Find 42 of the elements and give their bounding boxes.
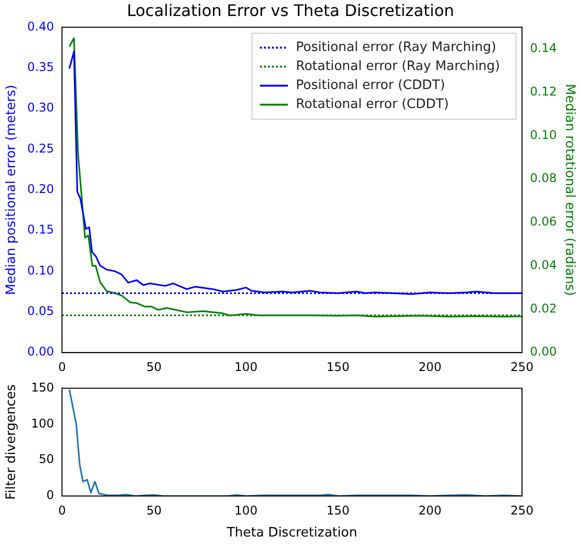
legend-label: Rotational error (CDDT) bbox=[296, 97, 449, 112]
x-axis-title: Theta Discretization bbox=[226, 526, 358, 541]
y-tick-label: 100 bbox=[31, 416, 54, 430]
legend-label: Positional error (Ray Marching) bbox=[296, 40, 496, 56]
y2-tick-label: 0.14 bbox=[530, 41, 557, 56]
y-tick-label: 150 bbox=[31, 380, 54, 394]
x-tick-label: 250 bbox=[510, 360, 534, 374]
y-axis-title: Filter divergences bbox=[4, 384, 20, 500]
chart-title: Localization Error vs Theta Discretization bbox=[126, 0, 454, 20]
x-tick-label: 200 bbox=[418, 360, 442, 374]
x-tick-label: 250 bbox=[510, 503, 534, 518]
y2-tick-label: 0.12 bbox=[530, 84, 557, 98]
x-tick-label: 0 bbox=[58, 360, 66, 374]
y2-tick-label: 0.06 bbox=[530, 214, 557, 229]
x-tick-label: 150 bbox=[326, 360, 350, 374]
legend-label: Rotational error (Ray Marching) bbox=[296, 59, 500, 74]
y-tick-label: 0.40 bbox=[27, 19, 54, 34]
x-tick-label: 100 bbox=[234, 360, 258, 374]
y-tick-label: 0.20 bbox=[27, 182, 54, 196]
y-tick-label: 0.10 bbox=[27, 263, 54, 278]
y2-tick-label: 0.10 bbox=[530, 128, 557, 142]
y-tick-label: 0.00 bbox=[27, 344, 54, 359]
x-tick-label: 100 bbox=[234, 503, 258, 518]
y2-tick-label: 0.00 bbox=[530, 344, 557, 359]
y-tick-label: 0.30 bbox=[27, 100, 54, 115]
x-tick-label: 150 bbox=[326, 503, 350, 518]
y2-tick-label: 0.04 bbox=[530, 258, 557, 272]
y2-tick-label: 0.02 bbox=[530, 301, 557, 316]
y-tick-label: 0.05 bbox=[27, 304, 54, 318]
y-tick-label: 50 bbox=[38, 452, 54, 466]
x-tick-label: 0 bbox=[58, 503, 66, 518]
x-tick-label: 50 bbox=[146, 503, 162, 518]
y-tick-label: 0.25 bbox=[27, 141, 54, 156]
y-axis-title: Median positional error (meters) bbox=[4, 84, 20, 296]
y-tick-label: 0.15 bbox=[27, 222, 54, 237]
y-tick-label: 0.35 bbox=[27, 60, 54, 74]
x-tick-label: 200 bbox=[418, 503, 442, 518]
y2-axis-title: Median rotational error (radians) bbox=[562, 84, 577, 296]
y-tick-label: 0 bbox=[46, 488, 54, 502]
y2-tick-label: 0.08 bbox=[530, 171, 557, 186]
legend-label: Positional error (CDDT) bbox=[296, 78, 446, 94]
x-tick-label: 50 bbox=[146, 360, 162, 374]
